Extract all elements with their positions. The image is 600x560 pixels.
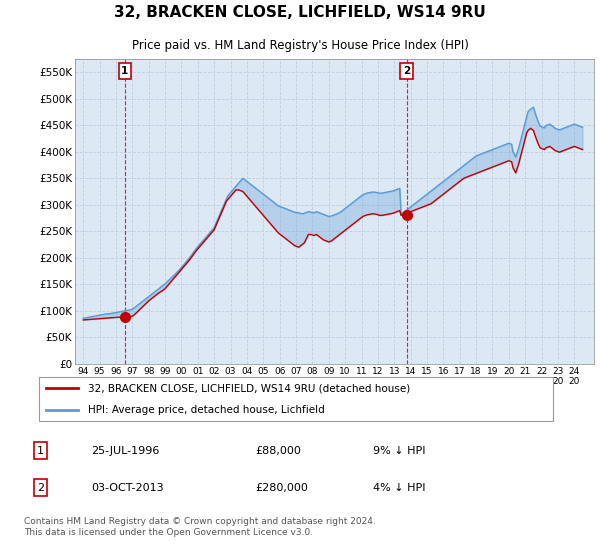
Text: Price paid vs. HM Land Registry's House Price Index (HPI): Price paid vs. HM Land Registry's House …: [131, 39, 469, 53]
Text: 32, BRACKEN CLOSE, LICHFIELD, WS14 9RU: 32, BRACKEN CLOSE, LICHFIELD, WS14 9RU: [114, 6, 486, 20]
Text: 4% ↓ HPI: 4% ↓ HPI: [373, 483, 426, 493]
Text: 2: 2: [403, 66, 410, 76]
Text: 1: 1: [37, 446, 44, 456]
Text: 1: 1: [121, 66, 128, 76]
Text: 03-OCT-2013: 03-OCT-2013: [91, 483, 164, 493]
Text: 25-JUL-1996: 25-JUL-1996: [91, 446, 160, 456]
Text: Contains HM Land Registry data © Crown copyright and database right 2024.
This d: Contains HM Land Registry data © Crown c…: [24, 517, 376, 536]
Text: £280,000: £280,000: [255, 483, 308, 493]
Text: HPI: Average price, detached house, Lichfield: HPI: Average price, detached house, Lich…: [88, 405, 325, 415]
Text: £88,000: £88,000: [255, 446, 301, 456]
Text: 32, BRACKEN CLOSE, LICHFIELD, WS14 9RU (detached house): 32, BRACKEN CLOSE, LICHFIELD, WS14 9RU (…: [88, 383, 410, 393]
Text: 2: 2: [37, 483, 44, 493]
FancyBboxPatch shape: [38, 377, 553, 421]
Text: 9% ↓ HPI: 9% ↓ HPI: [373, 446, 426, 456]
